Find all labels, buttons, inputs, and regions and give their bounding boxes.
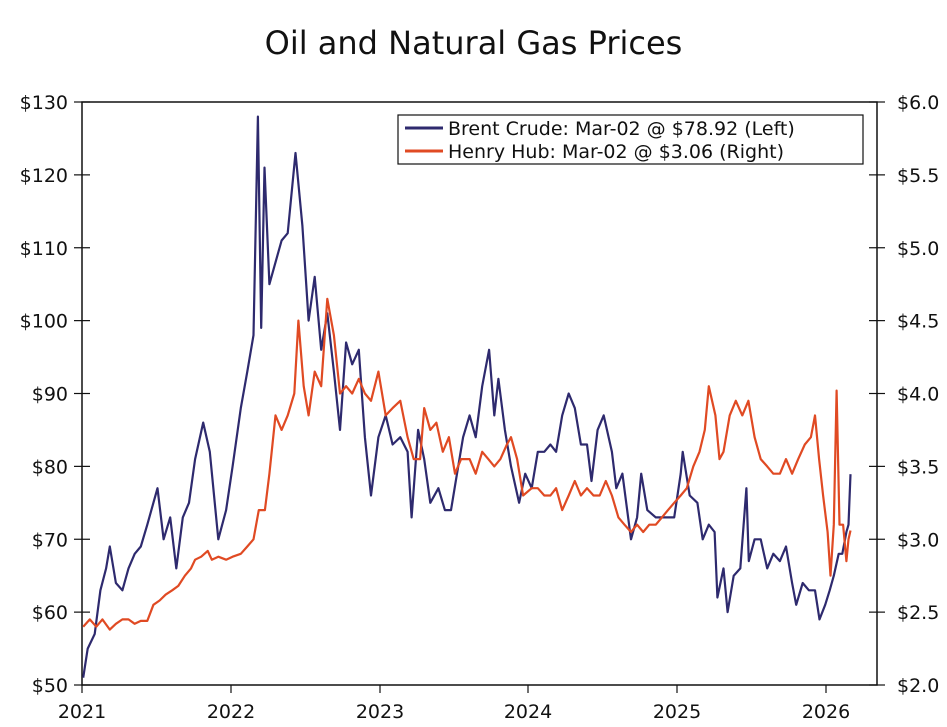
- left-tick-label: $80: [32, 456, 68, 478]
- left-tick-label: $130: [20, 92, 68, 114]
- right-tick-label: $2.0: [897, 675, 939, 697]
- x-tick-label: 2026: [802, 701, 850, 723]
- right-tick-label: $4.5: [897, 311, 939, 333]
- plot-frame: [81, 101, 878, 686]
- left-tick-label: $50: [32, 675, 68, 697]
- right-tick-label: $5.0: [897, 238, 939, 260]
- x-tick-label: 2025: [653, 701, 701, 723]
- series-layer: [82, 115, 852, 678]
- right-tick-label: $5.5: [897, 165, 939, 187]
- x-tick-label: 2023: [356, 701, 404, 723]
- right-tick-label: $4.0: [897, 384, 939, 406]
- left-tick-label: $90: [32, 384, 68, 406]
- left-tick-label: $100: [20, 311, 68, 333]
- series-line-henry-hub: [82, 297, 852, 631]
- left-tick-label: $60: [32, 602, 68, 624]
- chart-title: Oil and Natural Gas Prices: [264, 24, 683, 62]
- right-tick-label: $3.0: [897, 529, 939, 551]
- legend-box: [397, 114, 864, 165]
- legend-label-brent: Brent Crude: Mar-02 @ $78.92 (Left): [448, 118, 795, 140]
- left-tick-label: $110: [20, 238, 68, 260]
- series-line-brent: [82, 115, 852, 678]
- axes-layer: $50 $60 $70 $80 $90 $100 $110 $120 $130 $2.0 $2.5 $…: [20, 92, 940, 723]
- x-tick-label: 2022: [207, 701, 255, 723]
- legend-label-henry-hub: Henry Hub: Mar-02 @ $3.06 (Right): [448, 141, 784, 163]
- right-tick-label: $6.0: [897, 92, 939, 114]
- left-tick-label: $70: [32, 529, 68, 551]
- right-tick-label: $2.5: [897, 602, 939, 624]
- x-tick-label: 2021: [58, 701, 106, 723]
- right-tick-label: $3.5: [897, 456, 939, 478]
- legend: Brent Crude: Mar-02 @ $78.92 (Left) Henr…: [397, 114, 864, 165]
- x-tick-label: 2024: [504, 701, 552, 723]
- left-tick-label: $120: [20, 165, 68, 187]
